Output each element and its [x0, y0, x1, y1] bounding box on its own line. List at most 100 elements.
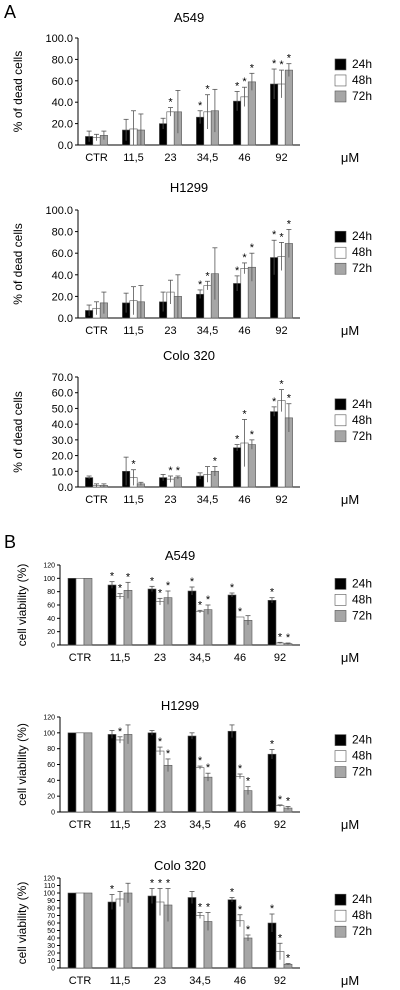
y-tick-label: 60.0	[52, 248, 73, 260]
legend-swatch-48h	[334, 594, 347, 606]
bar-72h-2	[163, 764, 173, 813]
y-tick-label: 110	[44, 883, 55, 890]
bar-72h-2	[163, 597, 173, 646]
category-label: 92	[274, 652, 286, 664]
legend-swatch-48h	[334, 750, 347, 762]
category-label: 23	[154, 975, 166, 987]
bar-72h-1	[123, 590, 133, 646]
significance-star: *	[198, 279, 203, 291]
significance-star: *	[206, 902, 211, 914]
y-tick-label: 60	[47, 762, 55, 769]
legend-swatch-48h	[334, 414, 347, 427]
significance-star: *	[150, 878, 155, 890]
significance-star: *	[198, 599, 203, 611]
legend-label-48h: 48h	[352, 592, 372, 606]
chart-0: A549 0.0 20.0 40.0 60.0 80.0 100.0 % of dead ce…	[11, 10, 372, 165]
category-label: 23	[164, 152, 176, 164]
category-label: 23	[164, 494, 176, 506]
y-tick-label: 0	[51, 643, 55, 650]
legend-label-48h: 48h	[352, 908, 372, 922]
y-tick-label: 80	[47, 589, 55, 596]
y-tick-label: 80	[47, 906, 55, 913]
bar-48h-0	[75, 892, 85, 969]
significance-star: *	[242, 408, 247, 420]
bar-72h-1	[123, 892, 133, 969]
significance-star: *	[250, 242, 255, 254]
bar-48h-4	[240, 268, 249, 319]
bar-48h-4	[235, 776, 245, 813]
y-tick-label: 0.0	[58, 313, 73, 325]
category-label: 11,5	[110, 652, 131, 664]
y-tick-label: 0.0	[58, 482, 73, 494]
significance-star: *	[118, 726, 123, 738]
bar-72h-0	[83, 578, 93, 646]
significance-star: *	[150, 575, 155, 587]
category-label: 23	[154, 652, 166, 664]
y-axis-label: % of dead cells	[11, 223, 25, 304]
category-label: CTR	[69, 975, 92, 987]
significance-star: *	[168, 465, 173, 477]
chart-3: A549 0 20 40 60 80 100 120 cell viability (%) CTR…	[15, 548, 372, 665]
category-label: CTR	[85, 494, 108, 506]
y-tick-label: 30	[47, 943, 55, 950]
category-label: 46	[234, 652, 246, 664]
y-tick-label: 20.0	[52, 291, 73, 303]
significance-star: *	[238, 904, 243, 916]
unit-label: μM	[341, 817, 359, 832]
significance-star: *	[272, 396, 277, 408]
significance-star: *	[158, 878, 163, 890]
significance-star: *	[198, 902, 203, 914]
category-label: 34,5	[189, 652, 210, 664]
category-label: 92	[274, 819, 286, 831]
bar-24h-4	[227, 594, 237, 646]
legend-label-48h: 48h	[352, 749, 372, 763]
bar-24h-4	[227, 730, 237, 813]
legend-label-24h: 24h	[352, 397, 372, 411]
category-label: 34,5	[197, 494, 218, 506]
category-label: 46	[234, 819, 246, 831]
category-label: 11,5	[123, 494, 144, 506]
bar-24h-5	[270, 411, 279, 488]
legend-swatch-24h	[334, 398, 347, 411]
legend-swatch-72h	[334, 610, 347, 622]
significance-star: *	[176, 465, 181, 477]
significance-star: *	[246, 924, 251, 936]
significance-star: *	[242, 76, 247, 88]
category-label: 34,5	[197, 325, 218, 337]
chart-title: H1299	[170, 180, 208, 195]
significance-star: *	[158, 587, 163, 599]
legend-swatch-24h	[334, 58, 347, 71]
category-label: CTR	[85, 325, 108, 337]
bar-72h-3	[203, 776, 213, 813]
significance-star: *	[286, 953, 291, 965]
category-label: 92	[275, 152, 287, 164]
legend-label-24h: 24h	[352, 892, 372, 906]
significance-star: *	[278, 932, 283, 944]
y-tick-label: 120	[43, 876, 55, 883]
y-tick-label: 120	[43, 563, 55, 570]
legend-label-72h: 72h	[352, 608, 372, 622]
y-tick-label: 70	[47, 913, 55, 920]
bar-48h-3	[195, 611, 205, 646]
y-axis-label: cell viability (%)	[15, 723, 29, 806]
bar-72h-0	[83, 892, 93, 969]
unit-label: μM	[341, 323, 359, 338]
bar-24h-2	[147, 895, 157, 969]
category-label: 46	[238, 152, 250, 164]
significance-star: *	[279, 59, 284, 71]
category-label: 92	[274, 975, 286, 987]
category-label: 11,5	[110, 975, 131, 987]
legend-label-24h: 24h	[352, 733, 372, 747]
significance-star: *	[126, 571, 131, 583]
y-tick-label: 50	[47, 928, 55, 935]
y-tick-label: 20	[47, 951, 55, 958]
legend-label-24h: 24h	[352, 229, 372, 243]
legend-swatch-72h	[334, 430, 347, 443]
significance-star: *	[166, 748, 171, 760]
y-tick-label: 80.0	[52, 227, 73, 239]
significance-star: *	[250, 62, 255, 74]
bar-24h-2	[147, 588, 157, 646]
bar-24h-3	[187, 897, 197, 969]
panel-label-b: B	[4, 532, 16, 552]
